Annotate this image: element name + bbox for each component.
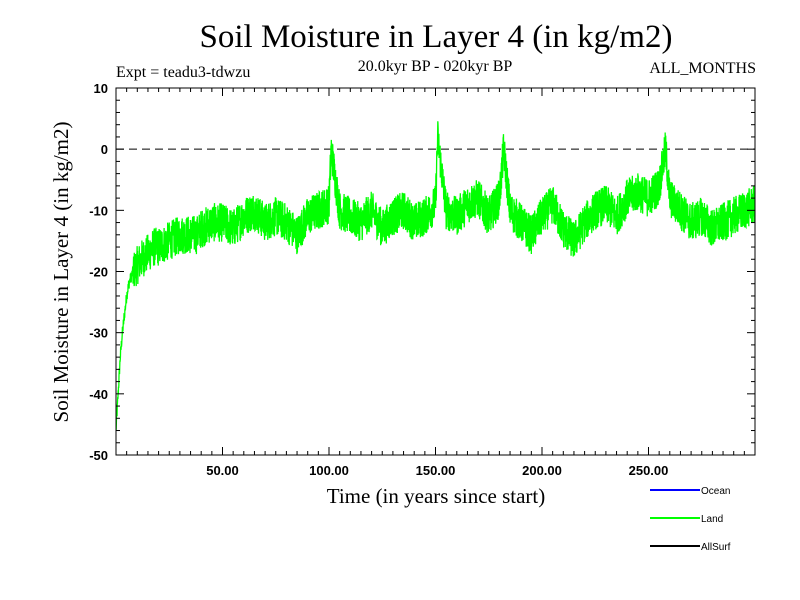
- x-tick-label: 250.00: [629, 463, 669, 478]
- x-tick-label: 150.00: [416, 463, 456, 478]
- y-tick-label: -20: [89, 265, 108, 280]
- y-tick-label: 0: [101, 142, 108, 157]
- x-tick-label: 100.00: [309, 463, 349, 478]
- legend-label-ocean: Ocean: [701, 486, 730, 497]
- x-tick-labels: 50.00 100.00 150.00 200.00 250.00: [206, 463, 668, 478]
- y-tick-labels: 10 0 -10 -20 -30 -40 -50: [89, 81, 108, 463]
- y-tick-label: -30: [89, 326, 108, 341]
- ticks-group: [116, 87, 755, 456]
- x-tick-label: 50.00: [206, 463, 239, 478]
- y-axis-label: Soil Moisture in Layer 4 (in kg/m2): [49, 122, 73, 423]
- plot-frame: [115, 87, 756, 456]
- months-label: ALL_MONTHS: [649, 60, 756, 77]
- legend-label-land: Land: [701, 514, 723, 525]
- y-tick-label: -40: [89, 387, 108, 402]
- y-tick-label: 10: [94, 81, 108, 96]
- series-group: [116, 121, 755, 430]
- x-axis-label: Time (in years since start): [327, 484, 546, 508]
- legend-label-allsurf: AllSurf: [701, 542, 731, 553]
- chart-title: Soil Moisture in Layer 4 (in kg/m2): [200, 19, 673, 55]
- y-tick-label: -50: [89, 448, 108, 463]
- series-line-land: [116, 121, 755, 430]
- x-tick-label: 200.00: [522, 463, 562, 478]
- period-label: 20.0kyr BP - 020kyr BP: [358, 58, 513, 75]
- y-tick-label: -10: [89, 203, 108, 218]
- experiment-label: Expt = teadu3-tdwzu: [116, 64, 250, 81]
- legend: Ocean Land AllSurf: [650, 486, 731, 553]
